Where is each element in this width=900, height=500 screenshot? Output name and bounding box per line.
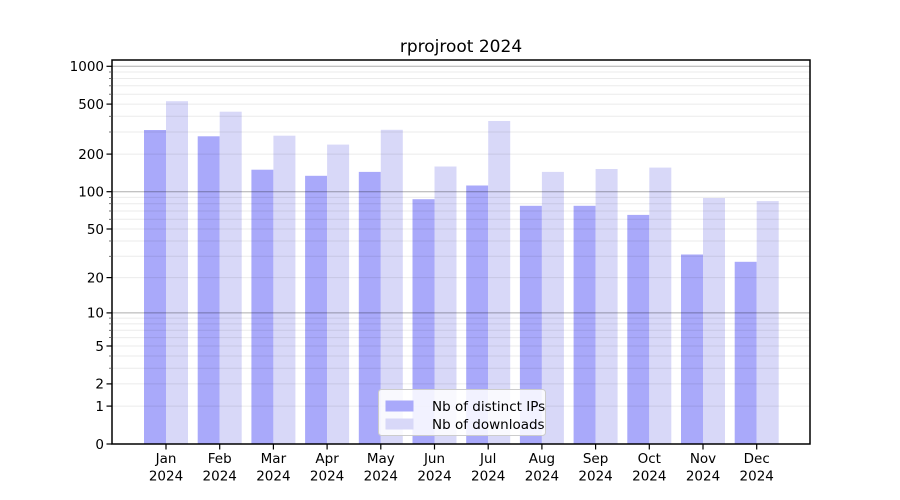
bar-downloads-jun — [434, 166, 457, 444]
x-tick-year-aug: 2024 — [525, 469, 559, 485]
bar-distinct-ips-may — [358, 171, 381, 444]
x-tick-label-oct: Oct — [638, 451, 661, 467]
bars-group — [144, 101, 779, 445]
chart-title: rprojroot 2024 — [400, 37, 522, 57]
bar-downloads-apr — [327, 144, 350, 444]
x-tick-year-mar: 2024 — [256, 469, 290, 485]
y-tick-label-500: 500 — [78, 97, 104, 113]
x-tick-label-apr: Apr — [315, 451, 339, 467]
bar-distinct-ips-dec — [734, 261, 757, 444]
bar-distinct-ips-aug — [519, 205, 542, 444]
x-tick-label-jun: Jun — [423, 451, 445, 467]
bar-distinct-ips-jun — [412, 199, 435, 444]
y-tick-label-100: 100 — [78, 185, 104, 201]
x-axis: Jan 2024 Feb 2024 Mar 2024 Apr 2024 May 2024 Jun 20… — [149, 444, 774, 485]
gridlines-group — [112, 65, 810, 407]
x-tick-label-mar: Mar — [261, 451, 287, 467]
x-tick-label-feb: Feb — [208, 451, 232, 467]
bar-distinct-ips-jul — [466, 185, 489, 444]
y-tick-label-0: 0 — [95, 437, 104, 453]
bar-distinct-ips-mar — [251, 169, 274, 444]
bar-downloads-may — [380, 129, 403, 445]
x-tick-label-jul: Jul — [479, 451, 496, 467]
bar-downloads-sep — [595, 169, 618, 444]
x-tick-year-feb: 2024 — [203, 469, 237, 485]
legend-swatch-distinct-ips — [385, 400, 414, 412]
legend-swatch-downloads — [385, 418, 414, 430]
bar-distinct-ips-apr — [305, 175, 328, 445]
y-tick-label-1: 1 — [95, 399, 104, 415]
x-tick-label-dec: Dec — [744, 451, 770, 467]
y-tick-label-5: 5 — [95, 339, 104, 355]
legend-frame — [378, 389, 546, 436]
x-tick-label-sep: Sep — [583, 451, 608, 467]
legend-label-downloads: Nb of downloads — [432, 417, 545, 433]
bar-downloads-aug — [541, 171, 564, 444]
bar-downloads-oct — [649, 167, 672, 444]
y-tick-label-200: 200 — [78, 147, 104, 163]
legend-label-distinct-ips: Nb of distinct IPs — [432, 399, 545, 415]
y-tick-label-1000: 1000 — [70, 59, 104, 75]
bar-distinct-ips-jan — [144, 130, 166, 444]
x-tick-year-nov: 2024 — [686, 469, 720, 485]
x-tick-year-sep: 2024 — [578, 469, 612, 485]
legend: Nb of distinct IPs Nb of downloads — [378, 389, 546, 436]
x-tick-label-may: May — [367, 451, 395, 467]
x-tick-year-apr: 2024 — [310, 469, 344, 485]
bar-downloads-feb — [219, 111, 242, 444]
x-tick-year-jan: 2024 — [149, 469, 183, 485]
x-tick-year-jun: 2024 — [417, 469, 451, 485]
axes-spines — [111, 59, 811, 445]
x-tick-year-jul: 2024 — [471, 469, 505, 485]
bar-distinct-ips-sep — [573, 205, 596, 444]
bar-downloads-dec — [756, 201, 779, 444]
bar-downloads-mar — [273, 135, 296, 444]
bar-distinct-ips-oct — [627, 214, 650, 444]
bar-downloads-jan — [166, 101, 188, 444]
y-axis: 0 1 2 5 10 20 50 100 200 500 1000 — [70, 59, 112, 453]
x-tick-year-oct: 2024 — [632, 469, 666, 485]
x-tick-label-nov: Nov — [690, 451, 716, 467]
x-tick-label-aug: Aug — [529, 451, 555, 467]
y-tick-label-50: 50 — [87, 222, 104, 238]
bar-downloads-jul — [488, 121, 511, 444]
bar-downloads-nov — [703, 198, 725, 444]
x-tick-year-dec: 2024 — [740, 469, 774, 485]
y-tick-label-2: 2 — [95, 377, 104, 393]
x-tick-label-jan: Jan — [155, 451, 177, 467]
plot-area: 0 1 2 5 10 20 50 100 200 500 1000 Jan 2024 Feb 2024 Mar… — [70, 59, 811, 485]
y-tick-label-10: 10 — [87, 306, 104, 322]
bar-distinct-ips-feb — [197, 136, 220, 445]
x-tick-year-may: 2024 — [364, 469, 398, 485]
bar-distinct-ips-nov — [681, 254, 703, 444]
y-tick-label-20: 20 — [87, 270, 104, 286]
